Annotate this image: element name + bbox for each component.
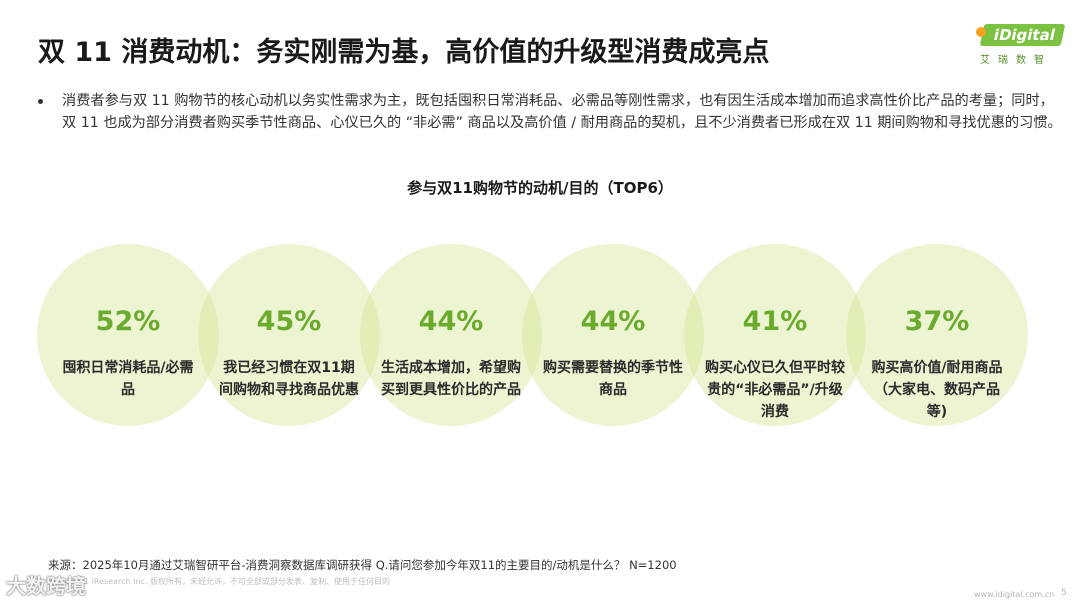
watermark: 大数跨境 <box>6 574 86 598</box>
source-note: 来源：2025年10月通过艾瑞智研平台-消费洞察数据库调研获得 Q.请问您参加今… <box>48 558 677 572</box>
logo-subtitle: 艾瑞数智 <box>980 55 1052 66</box>
chart-circle-3 <box>360 244 542 426</box>
data-label-4: 44% <box>580 306 646 337</box>
copyright-note: ©2025.11 iResearch Inc. 版权所有，未经允许，不可全部或部… <box>48 577 390 586</box>
bullet-icon <box>38 99 43 104</box>
logo-dot-icon <box>976 27 986 37</box>
chart-circle-4 <box>522 244 704 426</box>
chart-circle-1 <box>37 244 219 426</box>
idigital-logo: iDigital 艾瑞数智 <box>974 20 1066 70</box>
page-title: 双 11 消费动机：务实刚需为基，高价值的升级型消费成亮点 <box>38 37 770 68</box>
logo-wordmark: iDigital <box>979 24 1066 46</box>
chart-circle-6 <box>846 244 1028 426</box>
data-label-5: 41% <box>742 306 808 337</box>
category-label-3: 生活成本增加，希望购买到更具性价比的产品 <box>381 360 521 398</box>
category-label-5: 购买心仪已久但平时较贵的“非必需品”/升级消费 <box>705 360 845 420</box>
category-label-4: 购买需要替换的季节性商品 <box>543 360 683 398</box>
chart-circle-2 <box>198 244 380 426</box>
chart-title: 参与双11购物节的动机/目的（TOP6） <box>407 179 673 197</box>
summary-paragraph: 消费者参与双 11 购物节的核心动机以务实性需求为主，既包括囤积日常消耗品、必需… <box>62 93 1062 131</box>
category-label-2: 我已经习惯在双11期间购物和寻找商品优惠 <box>219 360 359 398</box>
chart-circle-5 <box>684 244 866 426</box>
data-label-1: 52% <box>95 306 161 337</box>
data-label-6: 37% <box>904 306 970 337</box>
category-label-1: 囤积日常消耗品/必需品 <box>62 360 194 398</box>
data-label-3: 44% <box>418 306 484 337</box>
website-url: www.idigital.com.cn <box>974 590 1055 599</box>
data-label-2: 45% <box>256 306 322 337</box>
page-number: 5 <box>1061 588 1067 598</box>
category-label-6: 购买高价值/耐用商品（大家电、数码产品等) <box>871 360 1003 420</box>
